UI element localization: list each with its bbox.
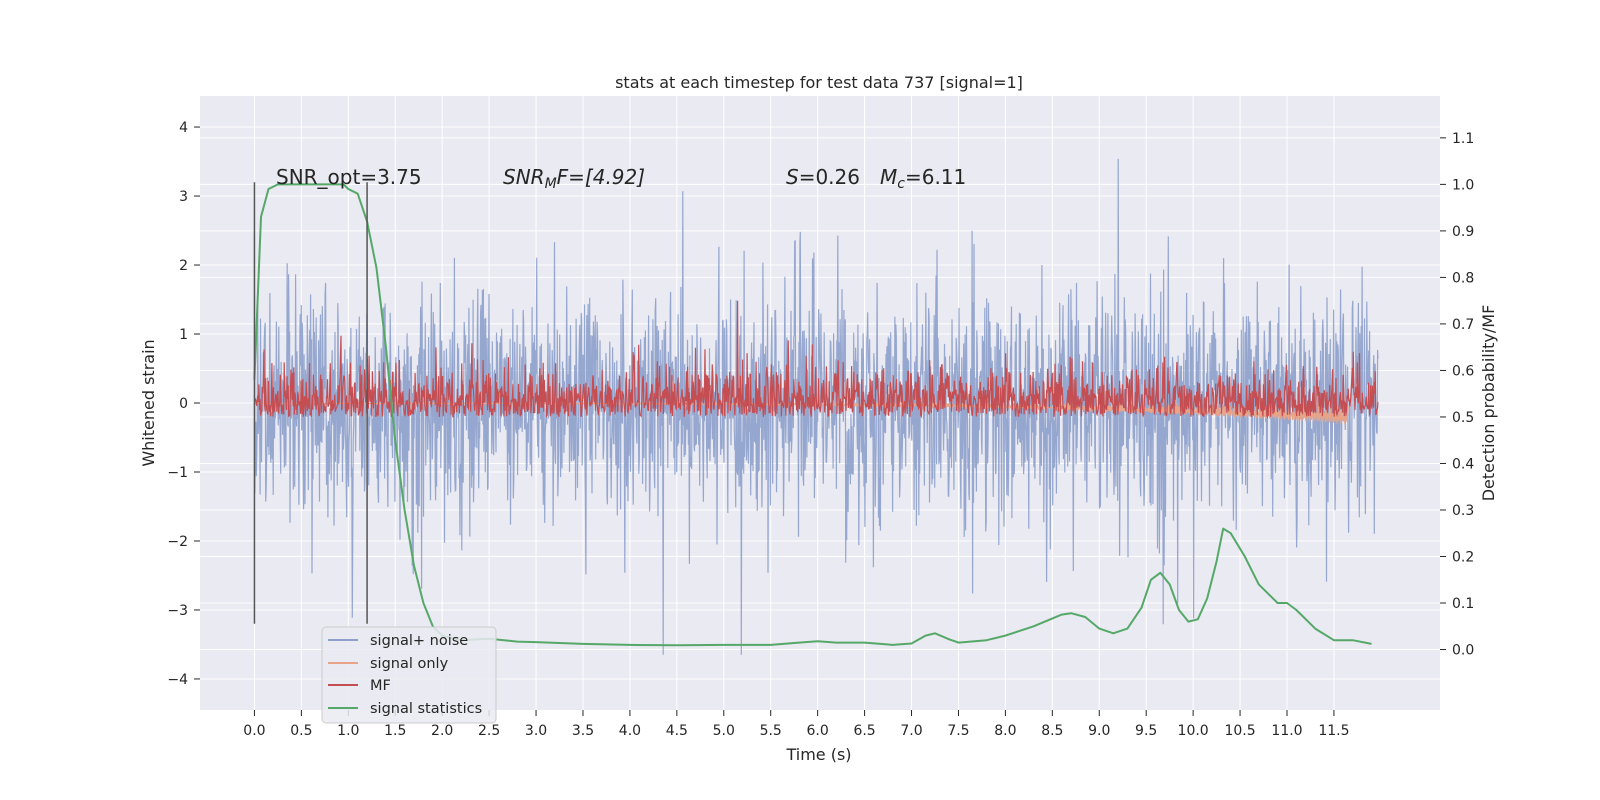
series-mf: [253, 300, 1379, 419]
legend-box: [321, 626, 497, 724]
annotation-mc: Mc=6.11: [880, 165, 966, 192]
left-y-tick-label: −4: [167, 672, 188, 688]
chart-title: stats at each timestep for test data 737…: [615, 73, 1023, 92]
right-y-tick-label: 0.2: [1452, 550, 1474, 566]
x-tick-label: 7.5: [947, 723, 969, 739]
window-lines: [253, 182, 368, 624]
x-tick-label: 5.5: [760, 723, 782, 739]
left-y-tick-label: −2: [167, 534, 188, 550]
x-tick-label: 11.0: [1271, 723, 1302, 739]
x-axis-label: Time (s): [785, 745, 851, 764]
x-tick-label: 0.0: [243, 723, 265, 739]
legend-label-signal-statistics: signal statistics: [370, 701, 482, 717]
x-tick-label: 7.0: [900, 723, 922, 739]
right-y-tick-label: 1.0: [1452, 177, 1474, 193]
annotation-snr-opt: SNR_opt=3.75: [276, 165, 422, 189]
right-y-tick-label: 0.3: [1452, 503, 1474, 519]
left-y-tick-label: −1: [167, 465, 188, 481]
x-tick-label: 11.5: [1318, 723, 1349, 739]
right-y-axis-ticks: 1.1 1.0 0.9 0.8 0.7 0.6 0.5 0.4 0.3 0.2 0.1 0.0: [1440, 131, 1474, 659]
x-tick-label: 4.0: [619, 723, 641, 739]
annotation-snr-mf: SNRMF=[4.92]: [503, 165, 645, 192]
x-axis-ticks: 0.0 0.5 1.0 1.5 2.0 2.5 3.0 3.5 4.0 4.5 5.0 5.5 6.0 6…: [243, 710, 1350, 739]
right-y-tick-label: 0.6: [1452, 363, 1474, 379]
left-y-tick-label: 1: [179, 327, 188, 343]
right-y-tick-label: 0.8: [1452, 270, 1474, 286]
legend: signal+ noise signal only MF signal stat…: [321, 626, 497, 724]
right-y-tick-label: 1.1: [1452, 131, 1474, 147]
left-y-axis-label: Whitened strain: [139, 339, 158, 466]
x-tick-label: 2.5: [478, 723, 500, 739]
right-y-tick-label: 0.5: [1452, 410, 1474, 426]
series-signal-statistics: [253, 183, 1372, 647]
legend-label-mf: MF: [370, 678, 391, 694]
right-y-tick-label: 0.9: [1452, 224, 1474, 240]
legend-label-signal-only: signal only: [370, 656, 449, 672]
series-signal-noise: [253, 158, 1379, 655]
left-y-tick-label: 2: [179, 258, 188, 274]
right-y-tick-label: 0.7: [1452, 317, 1474, 333]
right-y-axis-label: Detection probability/MF: [1479, 305, 1498, 502]
x-tick-label: 6.0: [807, 723, 829, 739]
x-tick-label: 3.5: [572, 723, 594, 739]
x-tick-label: 8.5: [1041, 723, 1063, 739]
left-y-tick-label: 0: [179, 396, 188, 412]
x-tick-label: 1.5: [384, 723, 406, 739]
left-y-axis-ticks: 4 3 2 1 0 −1 −2 −3 −4: [167, 120, 200, 688]
left-y-tick-label: −3: [167, 603, 188, 619]
right-y-tick-label: 0.0: [1452, 643, 1474, 659]
x-tick-label: 3.0: [525, 723, 547, 739]
x-tick-label: 4.5: [666, 723, 688, 739]
left-y-tick-label: 3: [179, 189, 188, 205]
x-tick-label: 9.5: [1135, 723, 1157, 739]
x-tick-label: 9.0: [1088, 723, 1110, 739]
x-tick-label: 0.5: [290, 723, 312, 739]
x-tick-label: 8.0: [994, 723, 1016, 739]
right-y-tick-label: 0.4: [1452, 456, 1474, 472]
x-tick-label: 2.0: [431, 723, 453, 739]
annotation-s: S=0.26: [786, 165, 860, 189]
right-y-tick-label: 0.1: [1452, 596, 1474, 612]
x-tick-label: 10.5: [1224, 723, 1255, 739]
x-tick-label: 1.0: [337, 723, 359, 739]
legend-label-signal-noise: signal+ noise: [370, 633, 468, 649]
x-tick-label: 6.5: [853, 723, 875, 739]
x-tick-label: 5.0: [713, 723, 735, 739]
plot-series: [253, 158, 1379, 655]
x-tick-label: 10.0: [1178, 723, 1209, 739]
left-y-tick-label: 4: [179, 120, 188, 136]
